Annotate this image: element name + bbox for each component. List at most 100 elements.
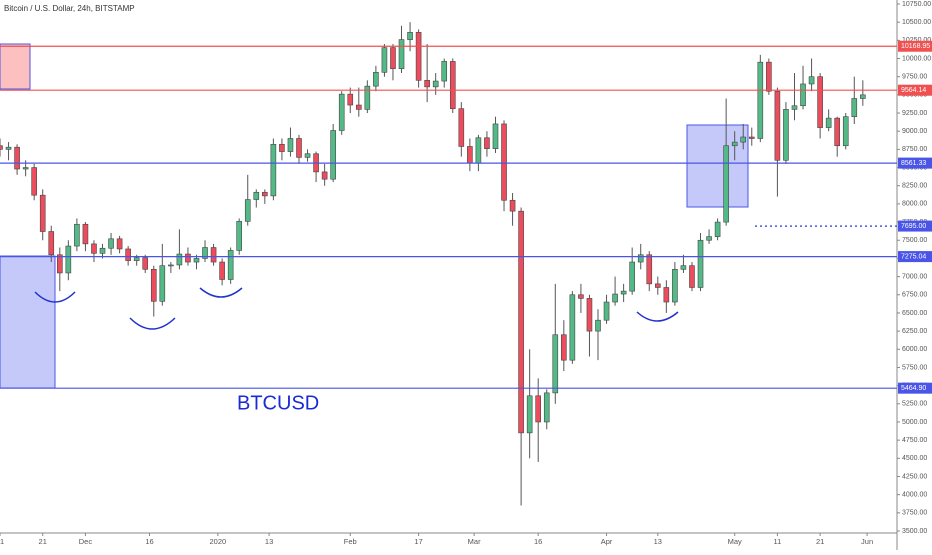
x-tick-label: 13 — [265, 537, 273, 546]
candle-body — [150, 269, 157, 302]
candle-body — [219, 261, 225, 280]
y-tick-label: 6000.00 — [902, 346, 927, 353]
candle-body — [74, 223, 80, 247]
y-tick-label: 6500.00 — [902, 310, 927, 317]
candle-body — [680, 265, 687, 270]
candle-body — [774, 90, 781, 161]
candle-body — [612, 293, 618, 303]
candle-body — [501, 123, 507, 201]
y-tick-label: 5250.00 — [902, 401, 927, 408]
candle-body — [757, 61, 764, 139]
y-tick-label: 10000.00 — [902, 55, 931, 62]
candle-body — [748, 136, 755, 139]
candle-body — [125, 248, 131, 261]
candle-body — [22, 167, 29, 170]
candle-body — [82, 223, 89, 245]
candle-body — [330, 130, 336, 180]
y-tick-label: 4000.00 — [902, 491, 927, 498]
chart-title: Bitcoin / U.S. Dollar, 24h, BITSTAMP — [4, 4, 135, 13]
candle-body — [449, 61, 456, 109]
candle-body — [646, 254, 653, 285]
x-tick-label: Dec — [79, 537, 93, 546]
candle-body — [800, 83, 806, 107]
candle-body — [0, 145, 3, 150]
y-tick-label: 10500.00 — [902, 19, 931, 26]
candle-body — [159, 265, 166, 302]
arc — [199, 287, 243, 298]
candle-body — [338, 93, 345, 131]
candle-body — [586, 298, 593, 332]
y-tick-label: 8000.00 — [902, 201, 927, 208]
candle-body — [689, 265, 695, 288]
x-tick-label: 13 — [654, 537, 662, 546]
candle-body — [561, 334, 567, 361]
candle-body — [475, 137, 482, 164]
y-tick-label: 6750.00 — [902, 292, 927, 299]
arc — [34, 291, 76, 303]
candle-body — [808, 76, 815, 85]
y-tick-label: 5750.00 — [902, 364, 927, 371]
level-tag — [898, 251, 932, 263]
level-label: 7275.04 — [901, 253, 926, 260]
candle-body — [253, 191, 260, 200]
level-tag — [898, 157, 932, 169]
y-tick-label: 4250.00 — [902, 473, 927, 480]
arc — [636, 311, 679, 322]
candle-body — [210, 247, 217, 263]
level-label: 10168.95 — [901, 43, 930, 50]
y-tick-label: 9750.00 — [902, 74, 927, 81]
candle-body — [620, 290, 627, 295]
candle-body — [244, 199, 251, 222]
candle-body — [706, 236, 712, 241]
candle-body — [851, 98, 858, 117]
x-tick-label: Apr — [601, 537, 613, 546]
y-tick-label: 3750.00 — [902, 510, 927, 517]
candle-body — [526, 395, 533, 434]
candle-body — [458, 108, 465, 147]
candle-body — [176, 253, 183, 266]
candle-body — [723, 145, 729, 223]
candle-body — [347, 93, 354, 106]
candle-body — [202, 247, 208, 259]
zone-box — [0, 255, 56, 389]
candle-body — [133, 257, 140, 261]
candle-body — [484, 137, 490, 149]
annotation: BTCUSD — [237, 392, 319, 414]
candle-body — [91, 243, 97, 254]
y-tick-label: 9250.00 — [902, 110, 927, 117]
candle-body — [637, 254, 644, 263]
candle-body — [304, 153, 311, 158]
level-tag — [898, 84, 932, 96]
x-tick-label: 16 — [145, 537, 153, 546]
y-tick-label: 10750.00 — [902, 1, 931, 8]
candle-body — [270, 143, 277, 197]
candle-body — [834, 117, 841, 147]
candle-body — [99, 247, 106, 254]
candle-body — [595, 319, 601, 332]
candle-body — [731, 141, 738, 147]
candle-body — [390, 47, 396, 69]
candle-body — [509, 199, 516, 212]
candle-body — [783, 109, 789, 161]
candle-body — [415, 32, 422, 81]
level-label: 7695.00 — [901, 223, 926, 230]
zone-box — [0, 43, 31, 90]
candle-body — [860, 94, 866, 99]
zone-box — [686, 124, 749, 208]
candle-body — [168, 264, 174, 267]
candle-body — [355, 104, 362, 110]
x-tick-label: May — [728, 537, 742, 546]
x-tick-label: 11 — [774, 537, 782, 546]
candle-body — [227, 250, 234, 280]
candle-body — [842, 116, 849, 147]
level-label: 5464.90 — [901, 385, 926, 392]
candle-body — [578, 294, 584, 299]
candle-body — [381, 47, 388, 73]
candle-body — [663, 287, 670, 303]
candle-body — [817, 76, 823, 128]
y-tick-label: 4750.00 — [902, 437, 927, 444]
candle-body — [39, 194, 46, 232]
y-tick-label: 4500.00 — [902, 455, 927, 462]
candle-body — [714, 221, 721, 237]
x-tick-label: 1 — [0, 537, 4, 546]
